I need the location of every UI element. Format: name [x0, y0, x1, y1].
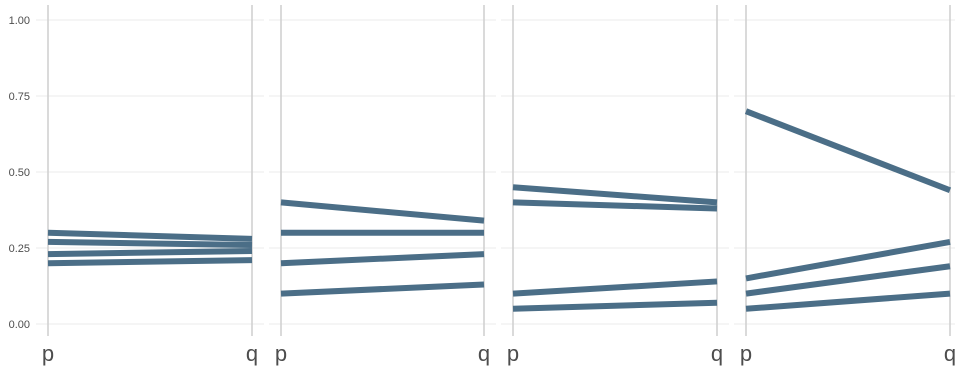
series-line-panel-3-3	[512, 278, 718, 297]
y-tick-label: 0.00	[9, 319, 30, 331]
x-tick-label-p: p	[42, 341, 54, 366]
series-line-panel-4-4	[745, 290, 951, 312]
series-line-panel-4-2	[745, 238, 951, 282]
series-line-panel-1-1	[47, 229, 253, 242]
grid-layer	[36, 19, 955, 325]
y-tick-label: 0.50	[9, 167, 30, 179]
y-tick-label: 0.25	[9, 243, 30, 255]
series-line-panel-1-3	[47, 248, 253, 258]
x-tick-label-q: q	[246, 341, 258, 366]
series-line-panel-4-3	[745, 263, 951, 297]
x-tick-label-p: p	[507, 341, 519, 366]
x-tick-label-q: q	[944, 341, 955, 366]
x-tick-label-q: q	[478, 341, 490, 366]
series-line-panel-3-1	[512, 184, 718, 206]
series-layer	[47, 108, 952, 312]
x-tick-label-p: p	[275, 341, 287, 366]
series-line-panel-1-2	[47, 238, 253, 248]
y-tick-label: 1.00	[9, 15, 30, 27]
x-tick-label-q: q	[711, 341, 723, 366]
series-line-panel-2-1	[280, 199, 485, 224]
series-line-panel-2-3	[280, 251, 485, 267]
y-tick-label: 0.75	[9, 91, 30, 103]
label-layer: 0.000.250.500.751.00p q p q p q p q	[9, 15, 955, 366]
series-line-panel-1-4	[47, 257, 253, 267]
series-line-panel-2-4	[280, 281, 485, 297]
axis-layer	[47, 5, 951, 336]
series-line-panel-3-2	[512, 199, 718, 212]
series-line-panel-3-4	[512, 299, 718, 312]
series-line-panel-4-1	[744, 108, 952, 194]
x-tick-label-p: p	[740, 341, 752, 366]
